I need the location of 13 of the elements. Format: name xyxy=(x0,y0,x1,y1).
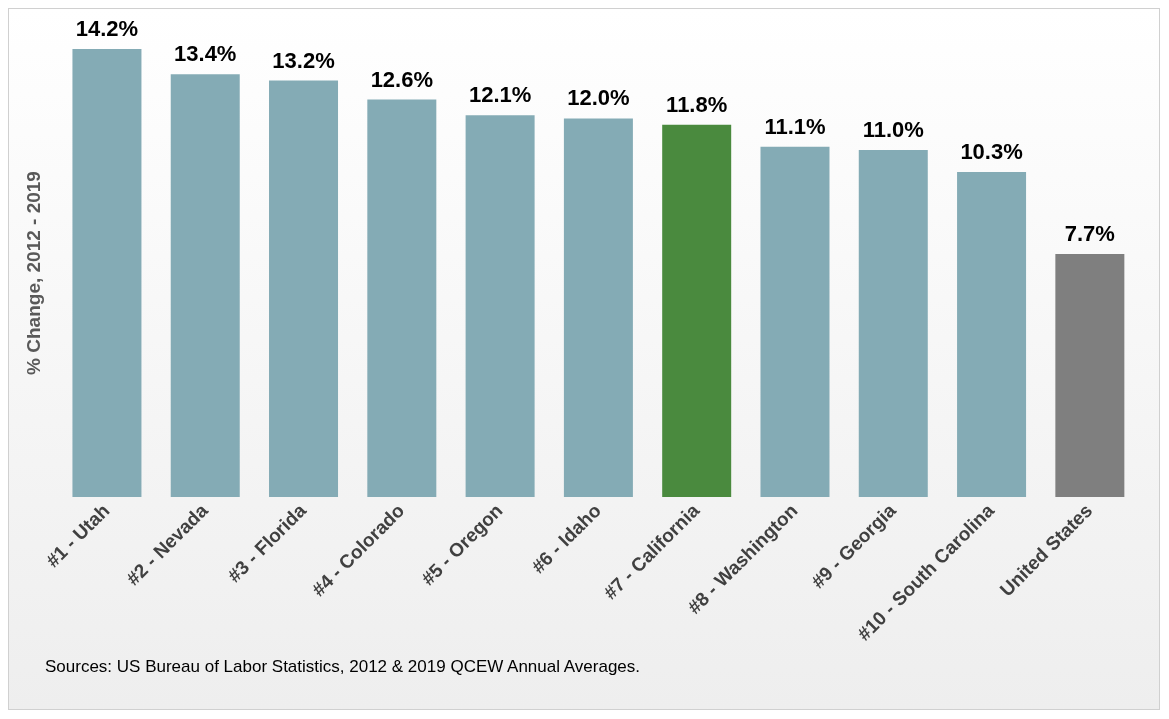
data-label: 12.0% xyxy=(567,85,630,111)
data-label: 14.2% xyxy=(75,16,139,42)
data-label: 12.1% xyxy=(468,82,532,108)
data-label: 10.3% xyxy=(960,139,1023,165)
source-note: Sources: US Bureau of Labor Statistics, 2012 & 2019 QCEW Annual Averages. xyxy=(44,657,642,677)
data-label: 11.1% xyxy=(764,113,826,139)
data-label: 11.0% xyxy=(862,117,924,143)
y-axis-title: % Change, 2012 - 2019 xyxy=(22,171,44,375)
data-label: 11.8% xyxy=(666,91,728,117)
data-label: 13.2% xyxy=(272,47,335,73)
data-label: 13.4% xyxy=(174,41,237,67)
data-label: 12.6% xyxy=(370,66,434,92)
data-label: 7.7% xyxy=(1064,221,1115,247)
